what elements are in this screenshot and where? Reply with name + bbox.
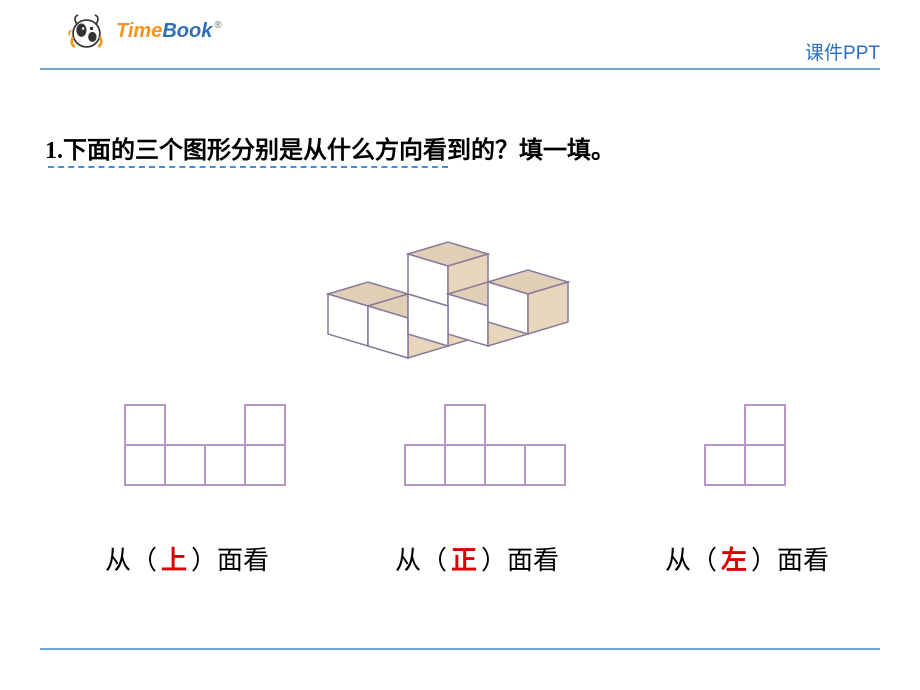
reg-mark: ®	[214, 20, 221, 31]
top-divider	[40, 68, 880, 70]
view-front-svg	[400, 400, 570, 490]
main-3d-figure	[320, 228, 600, 383]
label-1-suffix: ）面看	[191, 546, 269, 575]
ppt-label: 课件PPT	[805, 38, 880, 65]
view-left-svg	[700, 400, 790, 490]
question-text: 1.下面的三个图形分别是从什么方向看到的？填一填。	[45, 130, 615, 165]
brand-time: Time	[116, 20, 162, 42]
label-2-suffix: ）面看	[481, 546, 559, 575]
label-3-prefix: 从（	[665, 546, 717, 575]
brand-book: Book	[162, 20, 212, 42]
label-3-answer: 左	[717, 546, 751, 575]
cube-3	[488, 270, 568, 334]
label-1-answer: 上	[157, 546, 191, 575]
brand-text: TimeBook®	[116, 20, 222, 43]
question-underline	[48, 166, 448, 168]
label-3: 从（左）面看	[665, 540, 829, 577]
view-front	[400, 400, 570, 495]
bottom-divider	[40, 648, 880, 650]
label-1-prefix: 从（	[105, 546, 157, 575]
iso-svg	[320, 228, 600, 378]
view-top	[120, 400, 290, 495]
view-top-svg	[120, 400, 290, 490]
logo: TimeBook®	[68, 10, 222, 52]
label-1: 从（上）面看	[105, 540, 269, 577]
label-2-answer: 正	[447, 546, 481, 575]
header: TimeBook® 课件PPT	[0, 0, 920, 70]
label-2-prefix: 从（	[395, 546, 447, 575]
label-2: 从（正）面看	[395, 540, 559, 577]
label-3-suffix: ）面看	[751, 546, 829, 575]
view-left	[700, 400, 790, 495]
cow-logo-icon	[68, 10, 110, 52]
